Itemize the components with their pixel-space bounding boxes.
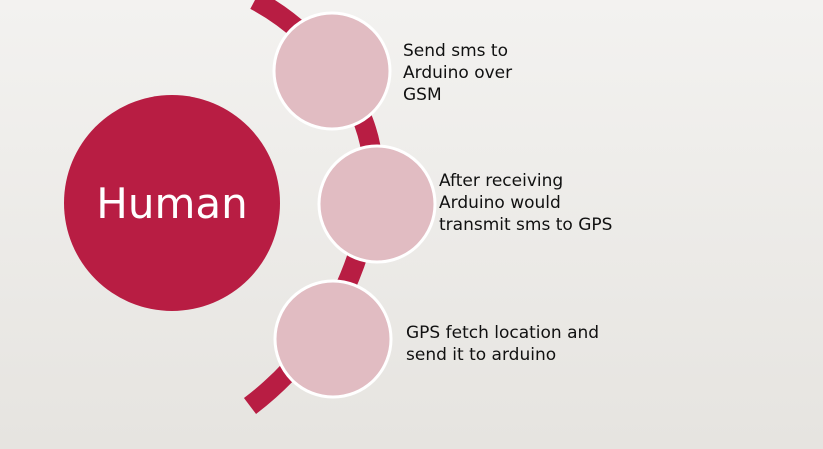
- step-label-2: After receiving Arduino would transmit s…: [439, 171, 613, 235]
- hub-label: Human: [96, 179, 247, 228]
- step-label-3: GPS fetch location and send it to arduin…: [406, 323, 600, 365]
- step-circle-2: [317, 144, 437, 264]
- hub-circle: [64, 95, 280, 311]
- step-label-1: Send sms to Arduino over GSM: [403, 41, 513, 105]
- step-circle-3: [273, 279, 393, 399]
- step-circle-1: [272, 11, 392, 131]
